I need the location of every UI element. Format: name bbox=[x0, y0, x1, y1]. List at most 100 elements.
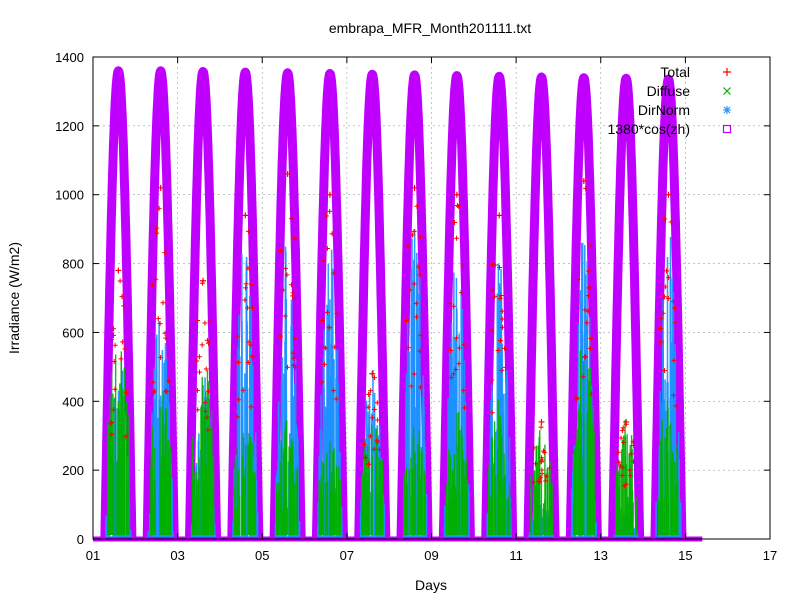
total-point bbox=[243, 285, 249, 291]
y-axis-label: Irradiance (W/m2) bbox=[6, 242, 22, 354]
cosine-curve bbox=[142, 66, 179, 540]
total-point bbox=[204, 337, 210, 343]
total-point bbox=[327, 208, 333, 214]
total-point bbox=[108, 337, 114, 343]
total-point bbox=[327, 325, 333, 331]
total-point bbox=[499, 367, 505, 373]
total-point bbox=[461, 387, 467, 393]
plot-area bbox=[93, 66, 703, 542]
total-point bbox=[319, 379, 325, 385]
total-point bbox=[661, 294, 667, 300]
total-point bbox=[289, 216, 295, 222]
total-peak-point bbox=[411, 184, 418, 191]
total-point bbox=[532, 461, 538, 467]
total-point bbox=[235, 333, 241, 339]
total-point bbox=[671, 392, 677, 398]
axis-ticks: 01 03 05 07 09 11 13 15 17 0 200 400 600 800 1000 1200 1… bbox=[55, 50, 777, 563]
total-point bbox=[205, 340, 211, 346]
x-tick-label: 05 bbox=[255, 548, 269, 563]
total-point bbox=[206, 388, 212, 394]
total-point bbox=[664, 268, 670, 274]
total-point bbox=[155, 316, 161, 322]
total-peak-point bbox=[580, 177, 587, 184]
total-point bbox=[628, 451, 634, 457]
y-tick-label: 200 bbox=[62, 463, 84, 478]
total-point bbox=[666, 275, 672, 281]
total-point bbox=[662, 284, 668, 290]
total-point bbox=[662, 216, 668, 222]
total-point bbox=[194, 318, 200, 324]
total-peak-point bbox=[369, 370, 376, 377]
grid-lines bbox=[93, 57, 770, 539]
total-point bbox=[407, 287, 413, 293]
total-point bbox=[236, 397, 242, 403]
legend-item: Total bbox=[660, 64, 731, 80]
total-point bbox=[658, 315, 664, 321]
x-tick-label: 09 bbox=[424, 548, 438, 563]
total-point bbox=[489, 410, 495, 416]
total-point bbox=[662, 368, 668, 374]
total-point bbox=[109, 419, 115, 425]
total-point bbox=[497, 295, 503, 301]
day-measurements bbox=[570, 177, 598, 537]
total-point bbox=[323, 213, 329, 219]
total-point bbox=[234, 414, 240, 420]
total-point bbox=[290, 350, 296, 356]
total-peak-point bbox=[453, 191, 460, 198]
total-point bbox=[405, 345, 411, 351]
total-point bbox=[322, 361, 328, 367]
total-point bbox=[586, 285, 592, 291]
total-point bbox=[119, 294, 125, 300]
total-point bbox=[418, 332, 424, 338]
total-point bbox=[416, 264, 422, 270]
y-tick-label: 400 bbox=[62, 394, 84, 409]
total-point bbox=[658, 326, 664, 332]
day-measurements bbox=[190, 277, 217, 537]
total-point bbox=[118, 356, 124, 362]
total-point bbox=[575, 276, 581, 282]
total-point bbox=[202, 400, 208, 406]
total-point bbox=[334, 310, 340, 316]
total-peak-point bbox=[496, 212, 503, 219]
total-point bbox=[319, 317, 325, 323]
total-point bbox=[242, 297, 248, 303]
day-measurements bbox=[486, 212, 512, 537]
total-peak-point bbox=[115, 267, 122, 274]
total-peak-point bbox=[157, 184, 164, 191]
total-point bbox=[194, 358, 200, 364]
x-tick-label: 01 bbox=[86, 548, 100, 563]
total-point bbox=[285, 364, 291, 370]
total-point bbox=[368, 388, 374, 394]
total-point bbox=[411, 228, 417, 234]
total-point bbox=[546, 465, 552, 471]
cosine-curve bbox=[650, 74, 687, 540]
total-point bbox=[621, 439, 627, 445]
total-point bbox=[246, 339, 252, 345]
total-point bbox=[539, 457, 545, 463]
total-peak-point bbox=[284, 171, 291, 178]
total-point bbox=[580, 374, 586, 380]
total-point bbox=[541, 449, 547, 455]
total-point bbox=[489, 287, 495, 293]
y-tick-label: 1000 bbox=[55, 188, 84, 203]
total-point bbox=[530, 479, 536, 485]
total-peak-point bbox=[623, 418, 630, 425]
total-point bbox=[588, 335, 594, 341]
total-point bbox=[163, 335, 169, 341]
day-measurements bbox=[147, 184, 174, 537]
total-point bbox=[454, 235, 460, 241]
day-measurements bbox=[232, 212, 259, 537]
total-point bbox=[361, 441, 367, 447]
day-measurements bbox=[274, 171, 301, 537]
total-point bbox=[245, 305, 251, 311]
total-point bbox=[112, 342, 118, 348]
day-measurements bbox=[613, 418, 639, 538]
total-point bbox=[543, 473, 549, 479]
total-point bbox=[292, 295, 298, 301]
total-point bbox=[497, 264, 503, 270]
total-point bbox=[367, 433, 373, 439]
total-point bbox=[324, 309, 330, 315]
total-point bbox=[249, 282, 255, 288]
legend-marker-square bbox=[722, 124, 732, 134]
